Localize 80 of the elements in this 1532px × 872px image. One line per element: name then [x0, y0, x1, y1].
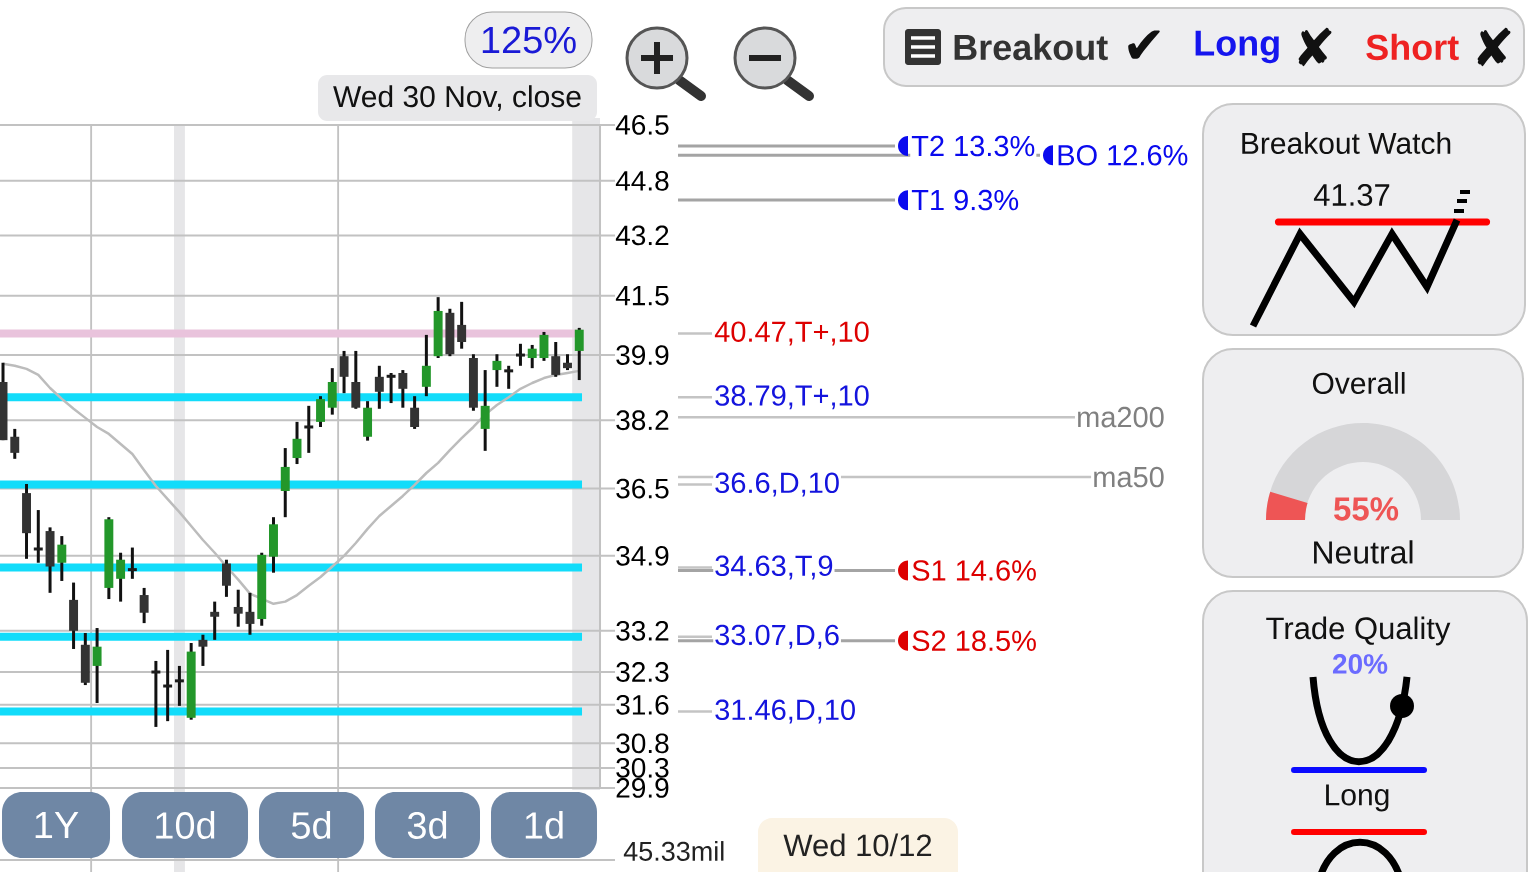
- candlestick: [492, 354, 502, 387]
- candlestick: [221, 559, 231, 597]
- candlestick: [173, 664, 184, 706]
- candlestick: [32, 510, 43, 563]
- candlestick: [126, 547, 137, 579]
- text: 1Y: [35, 811, 79, 839]
- text: 10d: [156, 811, 215, 839]
- candlestick: [386, 372, 396, 405]
- y-tick-label: 30.3: [616, 758, 669, 778]
- candlestick: [410, 396, 420, 429]
- ref-line-label: 40.47,T+,10: [714, 321, 869, 346]
- text: Short: [1366, 33, 1459, 61]
- ref-line-label: 34.63,T,9: [715, 555, 833, 580]
- candlestick: [551, 342, 561, 377]
- ref-line-label: 38.79,T+,10: [715, 385, 869, 410]
- y-tick-label: 39.9: [616, 345, 669, 365]
- candlestick: [339, 349, 349, 395]
- y-tick-label: 31.6: [616, 694, 669, 715]
- candlestick: [504, 364, 515, 389]
- candlestick: [421, 333, 431, 398]
- text: Breakout Watch: [1242, 131, 1451, 155]
- y-tick-label: 36.5: [616, 478, 669, 499]
- ref-line-label: BO 12.6%: [1058, 144, 1188, 166]
- y-tick-label: 43.2: [615, 225, 669, 246]
- candlestick: [374, 364, 384, 409]
- candlestick: [10, 427, 20, 459]
- candlestick: [304, 404, 315, 453]
- candlestick: [198, 634, 208, 666]
- candlestick: [151, 659, 161, 727]
- text: Wed 30 Nov, close: [333, 85, 581, 111]
- text: ✔: [1128, 30, 1160, 59]
- ref-line-label: T1 9.3%: [911, 189, 1019, 211]
- candlestick: [92, 628, 102, 703]
- candlestick: [574, 326, 584, 382]
- candlestick: [527, 343, 537, 370]
- y-tick-label: 30.8: [616, 733, 669, 754]
- candlestick: [316, 396, 325, 427]
- text: Overall: [1312, 371, 1405, 395]
- y-tick-label: 32.3: [616, 662, 669, 682]
- ref-line-label: 36.6,D,10: [715, 472, 839, 497]
- candlestick: [116, 552, 126, 602]
- text: Breakout: [954, 33, 1108, 61]
- candlestick: [163, 648, 174, 723]
- candlestick: [480, 370, 490, 451]
- y-tick-label: 44.8: [615, 170, 669, 191]
- candlestick: [57, 536, 67, 581]
- candlestick: [398, 370, 408, 408]
- y-tick-label: 46.5: [615, 115, 669, 135]
- text: ✘: [1298, 27, 1332, 67]
- text: Trade Quality: [1266, 616, 1451, 646]
- ref-line-label: ma200: [1078, 406, 1164, 428]
- text: 55%: [1334, 497, 1399, 521]
- text: 5d: [291, 811, 331, 839]
- y-tick-label: 38.2: [616, 410, 669, 431]
- y-tick-label: 34.9: [616, 545, 669, 566]
- candlestick: [210, 601, 220, 640]
- candlestick: [233, 589, 243, 627]
- y-tick-label: 41.5: [615, 285, 669, 306]
- text: 45.33mil: [623, 841, 724, 861]
- text: Wed 10/12: [783, 833, 932, 857]
- text: 41.37: [1313, 184, 1390, 206]
- text: 125%: [482, 26, 576, 54]
- text: Long: [1195, 30, 1279, 64]
- text: ✘: [1477, 27, 1511, 67]
- ref-line-label: 33.07,D,6: [715, 624, 839, 649]
- text: 20%: [1332, 654, 1388, 674]
- ref-line-label: ma50: [1094, 466, 1164, 488]
- text: 1d: [525, 811, 563, 839]
- text: Long: [1326, 784, 1389, 812]
- candlestick: [139, 586, 149, 625]
- ref-line-label: 31.46,D,10: [715, 699, 855, 724]
- candlestick: [515, 342, 525, 366]
- candlestick: [457, 300, 467, 349]
- y-tick-label: 29.9: [616, 778, 669, 798]
- text: Neutral: [1314, 540, 1413, 564]
- ref-line-label: S1 14.6%: [912, 560, 1036, 581]
- text: 3d: [407, 811, 447, 839]
- y-tick-label: 33.2: [616, 620, 669, 641]
- ref-line-label: S2 18.5%: [912, 630, 1036, 652]
- ref-line-label: T2 13.3%: [911, 135, 1035, 157]
